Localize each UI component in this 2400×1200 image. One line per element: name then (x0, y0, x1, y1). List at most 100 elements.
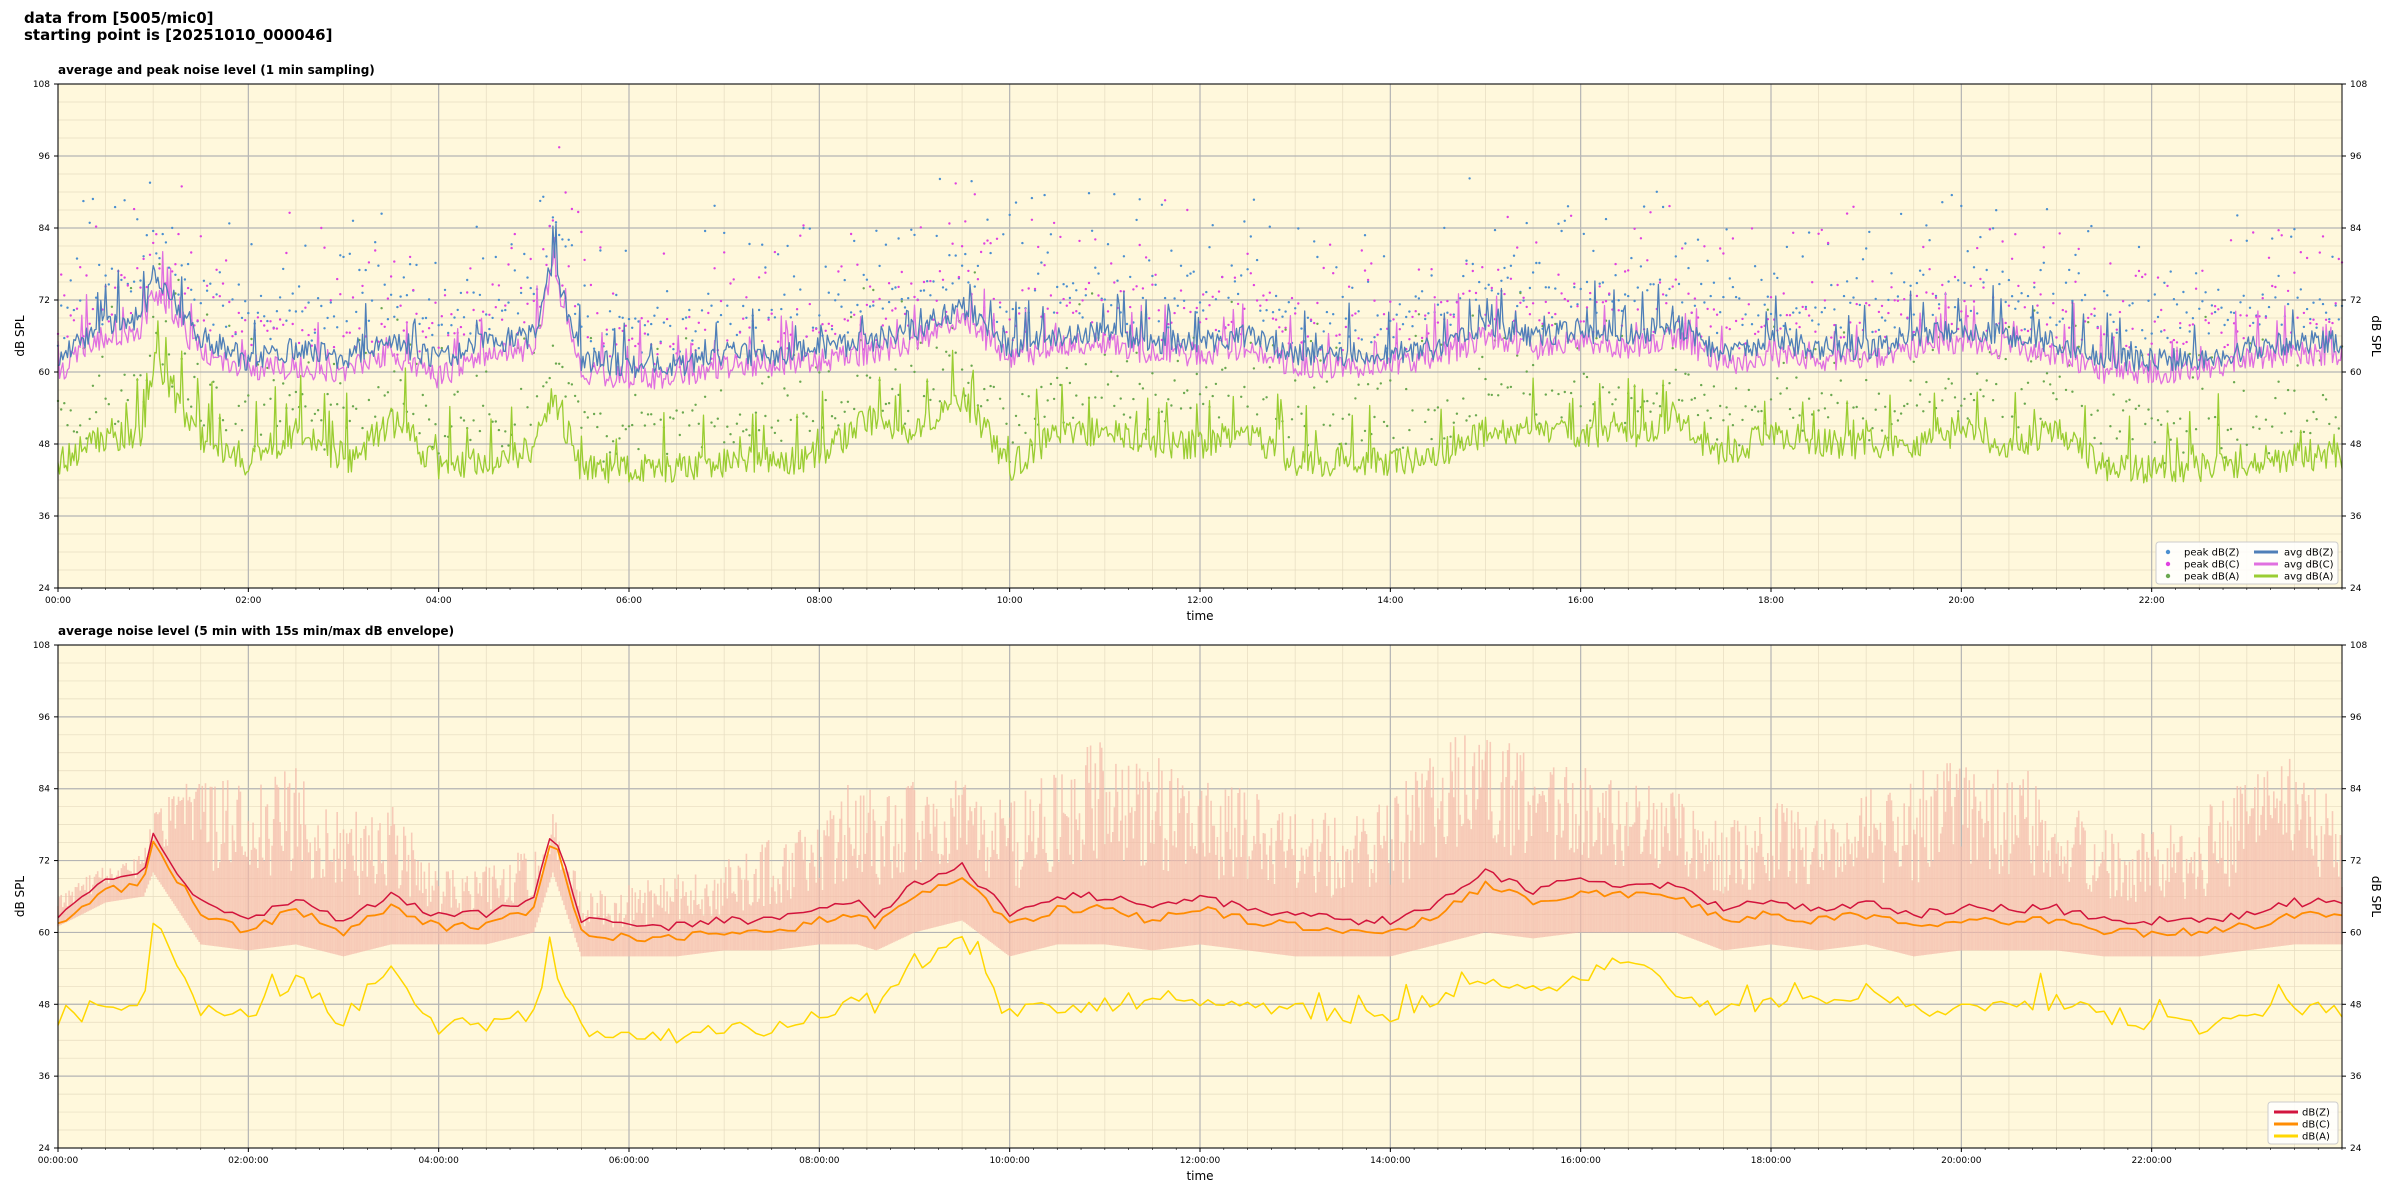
peak-a-point (1319, 359, 1322, 362)
peak-z-point (1138, 198, 1141, 201)
peak-c-point (1668, 204, 1671, 208)
peak-c-point (1947, 306, 1950, 309)
peak-z-point (396, 305, 399, 309)
peak-z-point (1833, 308, 1836, 311)
peak-a-point (2096, 409, 2099, 412)
peak-c-point (932, 318, 935, 321)
peak-z-point (113, 205, 117, 209)
x-tick-label: 08:00 (806, 596, 832, 606)
peak-z-point (1646, 289, 1649, 292)
peak-c-point (1481, 266, 1484, 269)
peak-a-point (224, 429, 228, 432)
peak-c-point (500, 318, 504, 321)
peak-a-point (773, 431, 777, 435)
peak-z-point (2324, 311, 2328, 314)
peak-a-point (205, 313, 209, 316)
peak-c-point (2010, 257, 2014, 260)
peak-z-point (1135, 218, 1138, 222)
peak-c-point (2318, 251, 2321, 254)
peak-z-point (1316, 255, 1319, 259)
peak-a-point (1801, 429, 1804, 432)
peak-z-point (2061, 317, 2064, 320)
x-tick-label: 00:00:00 (38, 1156, 79, 1166)
peak-z-point (1811, 319, 1814, 322)
peak-c-point (1328, 243, 1332, 246)
peak-z-point (1915, 281, 1919, 285)
peak-z-point (1268, 225, 1272, 228)
peak-c-point (2153, 320, 2156, 323)
peak-c-point (66, 335, 69, 338)
peak-c-point (1309, 318, 1313, 321)
peak-c-point (1313, 321, 1316, 325)
peak-a-point (259, 433, 263, 436)
peak-a-point (653, 423, 656, 426)
peak-z-point (1953, 306, 1957, 309)
peak-c-point (964, 220, 967, 223)
peak-z-point (1500, 279, 1503, 282)
peak-z-point (2207, 332, 2210, 335)
peak-z-point (1081, 316, 1084, 319)
peak-z-point (1820, 311, 1824, 314)
peak-c-point (310, 344, 313, 347)
peak-a-point (624, 428, 627, 431)
peak-z-point (323, 327, 326, 330)
peak-c-point (1690, 311, 1693, 314)
peak-z-point (1544, 286, 1548, 289)
peak-z-point (1528, 286, 1532, 290)
peak-c-point (174, 263, 177, 266)
peak-a-point (361, 426, 364, 430)
peak-z-point (1858, 303, 1862, 307)
peak-a-point (1928, 400, 1931, 404)
peak-z-point (2309, 317, 2312, 321)
peak-z-point (586, 315, 589, 318)
peak-c-point (196, 319, 199, 322)
peak-a-point (1100, 396, 1103, 399)
peak-a-point (716, 417, 719, 420)
peak-z-point (665, 290, 669, 293)
peak-z-point (1947, 280, 1950, 283)
peak-z-point (1865, 247, 1868, 250)
peak-a-point (380, 307, 383, 310)
peak-c-point (1950, 322, 1954, 326)
peak-z-point (567, 238, 570, 241)
peak-z-point (1255, 258, 1259, 262)
peak-c-point (2033, 281, 2036, 284)
peak-z-point (345, 320, 348, 323)
peak-z-point (374, 241, 377, 244)
peak-a-point (316, 409, 320, 412)
peak-c-point (1836, 283, 1839, 287)
peak-z-point (183, 278, 187, 281)
peak-z-point (1899, 212, 1903, 216)
peak-z-point (1995, 209, 1998, 212)
peak-a-point (2264, 418, 2268, 421)
peak-c-point (224, 259, 228, 262)
peak-z-point (1868, 230, 1871, 234)
peak-c-point (2210, 312, 2214, 315)
peak-c-point (1179, 289, 1183, 292)
peak-z-point (1227, 296, 1230, 299)
peak-z-point (1960, 204, 1963, 208)
peak-a-point (697, 422, 700, 425)
peak-z-point (1198, 301, 1202, 304)
peak-c-point (856, 263, 859, 266)
peak-z-point (1804, 305, 1808, 309)
peak-c-point (1071, 311, 1075, 314)
peak-z-point (1392, 336, 1395, 339)
peak-z-point (1405, 315, 1408, 319)
peak-z-point (1493, 228, 1497, 232)
peak-z-point (681, 317, 685, 321)
peak-a-point (60, 408, 63, 411)
peak-a-point (1487, 393, 1490, 396)
peak-a-point (1129, 416, 1132, 419)
peak-c-point (1335, 334, 1338, 337)
peak-a-point (2271, 425, 2274, 428)
peak-a-point (1106, 383, 1110, 386)
peak-c-point (738, 331, 742, 334)
peak-z-point (1338, 341, 1341, 345)
peak-a-point (811, 419, 815, 423)
peak-z-point (1842, 294, 1846, 298)
peak-a-point (1186, 389, 1189, 392)
peak-a-point (424, 404, 428, 407)
peak-z-point (1639, 265, 1643, 268)
peak-c-point (729, 282, 732, 285)
